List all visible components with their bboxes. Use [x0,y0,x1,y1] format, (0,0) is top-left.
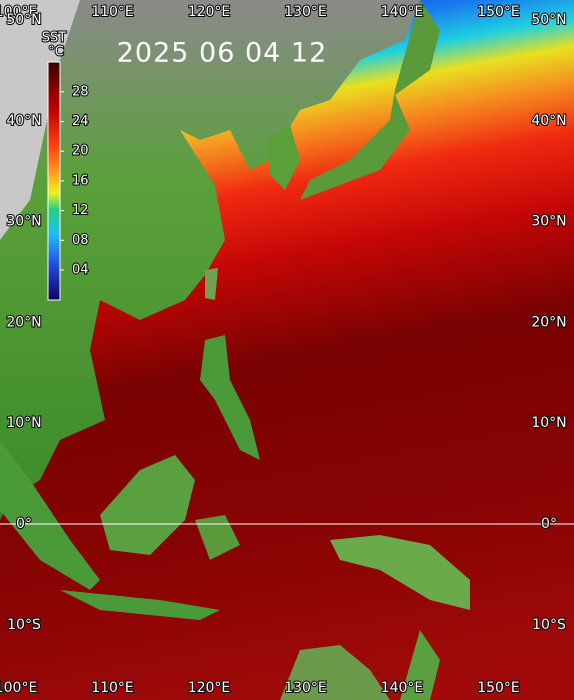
lat-label-left: 10°S [7,617,41,633]
lat-label-left: 50°N [6,12,41,28]
land [0,0,470,700]
lat-label-right: 10°N [531,415,566,431]
lat-label-left: 20°N [6,314,41,330]
lat-label-right: 30°N [531,214,566,230]
colorbar-tick-label: 08 [72,233,89,248]
colorbar [47,61,61,301]
colorbar-tick-label: 20 [72,144,89,159]
lat-label-right: 20°N [531,314,566,330]
map-title: 2025 06 04 12 [117,38,328,69]
lon-label-bottom: 100°E [0,680,37,696]
colorbar-title: SST [42,31,67,46]
lon-label-bottom: 110°E [91,680,134,696]
lon-label-bottom: 150°E [477,680,520,696]
colorbar-tick-label: 24 [72,114,89,129]
lat-label-left: 40°N [6,113,41,129]
lon-label-top: 140°E [381,4,424,20]
colorbar-tick-label: 16 [72,173,89,188]
lon-label-bottom: 130°E [284,680,327,696]
lon-label-top: 110°E [91,4,134,20]
lon-label-bottom: 120°E [188,680,231,696]
colorbar-tick-label: 28 [72,84,89,99]
lon-label-top: 120°E [188,4,231,20]
colorbar-tick-label: 04 [72,263,89,278]
lat-label-right: 50°N [531,12,566,28]
lon-label-top: 100°E [0,4,37,20]
lat-label-right: 10°S [532,617,566,633]
lat-label-left: 0° [16,516,32,532]
lon-label-top: 130°E [284,4,327,20]
lon-label-top: 150°E [477,4,520,20]
lat-label-left: 30°N [6,214,41,230]
colorbar-tick-label: 12 [72,203,89,218]
lat-label-right: 40°N [531,113,566,129]
lat-label-right: 0° [541,516,557,532]
lat-label-left: 10°N [6,415,41,431]
colorbar-unit: °C [48,45,64,60]
lon-label-bottom: 140°E [381,680,424,696]
